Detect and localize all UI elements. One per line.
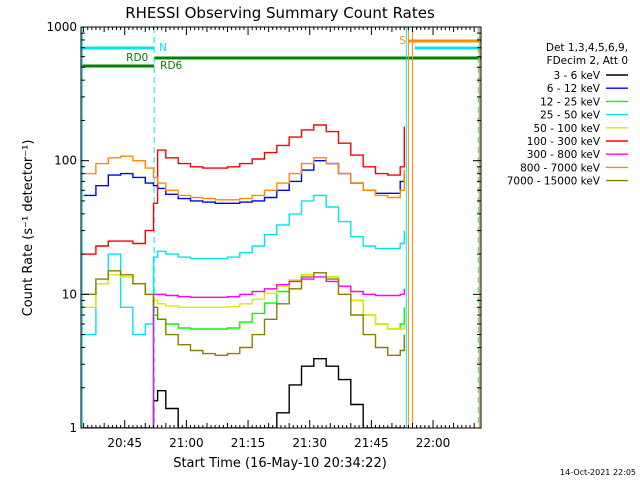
x-tick-label: 20:45 — [107, 436, 142, 450]
series-line-7 — [83, 276, 405, 428]
series-line-1 — [83, 358, 405, 428]
series-line-2 — [83, 160, 405, 204]
flag-bars: N RD0 RD6 S — [81, 35, 481, 72]
x-axis: 20:45 21:00 21:15 21:30 21:45 22:00 — [83, 27, 475, 450]
y-axis-label: Count Rate (s⁻¹ detector⁻¹) — [21, 140, 36, 317]
chart-title: RHESSI Observing Summary Count Rates — [125, 4, 435, 22]
x-tick-label: 21:15 — [231, 436, 266, 450]
y-tick-label: 1000 — [46, 20, 77, 34]
legend-header-line2: FDecim 2, Att 0 — [547, 55, 628, 67]
legend-entry-label: 6 - 12 keV — [547, 83, 601, 95]
legend-entry-label: 25 - 50 keV — [540, 110, 601, 122]
series-line-5 — [83, 272, 405, 330]
series-line-6 — [83, 124, 405, 255]
series-line-8 — [83, 155, 405, 201]
flag-label-rd0: RD0 — [126, 52, 148, 64]
flag-label-n: N — [159, 42, 167, 54]
legend-header-line1: Det 1,3,4,5,6,9, — [546, 42, 628, 54]
series-line-9 — [83, 270, 405, 356]
legend-entry-label: 12 - 25 keV — [540, 96, 601, 108]
flag-lines — [81, 27, 481, 428]
flag-label-s: S — [399, 35, 406, 47]
series-lines — [83, 124, 405, 428]
series-line-4 — [83, 194, 405, 336]
x-tick-label: 21:30 — [292, 436, 327, 450]
y-tick-label: 10 — [62, 287, 77, 301]
x-tick-label: 22:00 — [416, 436, 451, 450]
footer-timestamp: 14-Oct-2021 22:05 — [560, 468, 636, 477]
y-axis: 1 10 100 1000 — [46, 20, 481, 435]
legend: Det 1,3,4,5,6,9, FDecim 2, Att 0 3 - 6 k… — [507, 42, 628, 188]
legend-entry-label: 3 - 6 keV — [553, 70, 600, 82]
legend-entry-label: 100 - 300 keV — [527, 136, 601, 148]
flag-label-rd6: RD6 — [160, 60, 182, 72]
legend-entry-label: 800 - 7000 keV — [520, 162, 601, 174]
x-tick-label: 21:00 — [169, 436, 204, 450]
y-tick-label: 1 — [69, 421, 77, 435]
y-tick-label: 100 — [54, 154, 77, 168]
x-tick-label: 21:45 — [354, 436, 389, 450]
x-axis-label: Start Time (16-May-10 20:34:22) — [173, 456, 387, 471]
legend-entry-label: 300 - 800 keV — [527, 149, 601, 161]
legend-entry-label: 50 - 100 keV — [533, 123, 600, 135]
plot-frame — [80, 26, 482, 429]
legend-entry-label: 7000 - 15000 keV — [507, 176, 601, 188]
